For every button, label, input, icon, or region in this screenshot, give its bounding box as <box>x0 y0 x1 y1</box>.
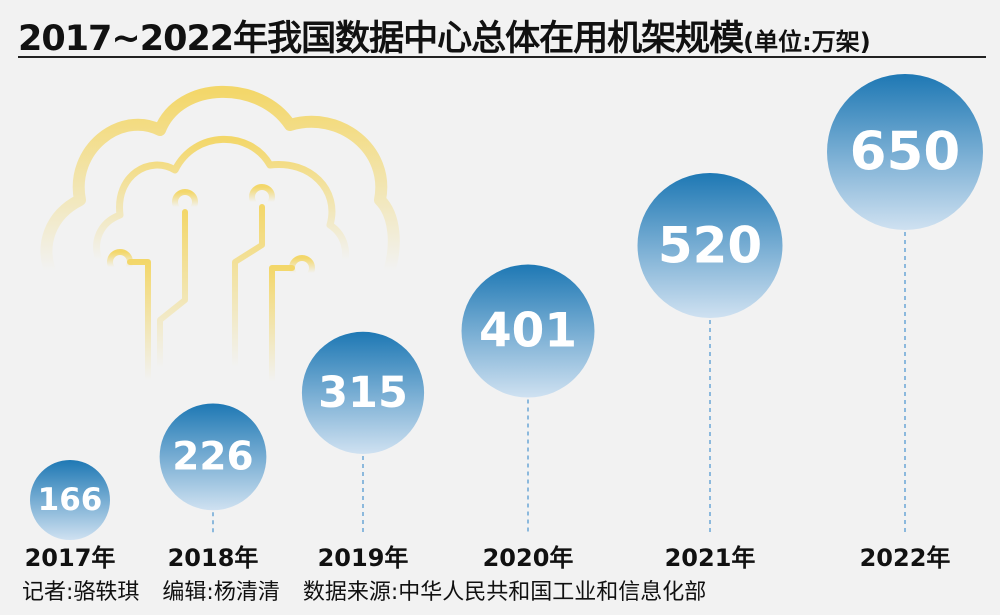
cloud-circuit-icon <box>40 85 400 423</box>
bubble-2022年 <box>827 74 983 230</box>
page-title: 2017~2022年我国数据中心总体在用机架规模(单位:万架) <box>18 19 871 59</box>
data-label: 401 <box>479 304 577 359</box>
data-label: 520 <box>658 216 762 274</box>
data-label: 315 <box>318 368 408 418</box>
year-labels: 2017年 2018年 2019年 2020年 2021年 2022年 <box>25 544 951 572</box>
category-label: 2020年 <box>483 544 574 572</box>
credits: 记者:骆轶琪 编辑:杨清清 数据来源:中华人民共和国工业和信息化部 <box>22 574 722 606</box>
reporter-credit: 记者:骆轶琪 <box>22 580 140 605</box>
bubbles: 166 226 315 401 520 650 <box>30 74 983 540</box>
data-label: 166 <box>38 482 103 518</box>
data-label: 650 <box>850 122 961 183</box>
source-credit: 数据来源:中华人民共和国工业和信息化部 <box>302 580 707 605</box>
category-label: 2019年 <box>318 544 409 572</box>
bubble-2020年 <box>461 264 595 398</box>
bubble-2017年 <box>30 460 110 540</box>
category-label: 2021年 <box>665 544 756 572</box>
data-label: 226 <box>172 434 253 479</box>
connector-lines <box>212 232 906 535</box>
editor-credit: 编辑:杨清清 <box>162 580 280 605</box>
bubble-2018年 <box>159 403 267 511</box>
title-divider <box>18 56 986 58</box>
bubble-2021年 <box>637 172 783 318</box>
category-label: 2017年 <box>25 544 116 572</box>
category-label: 2022年 <box>860 544 951 572</box>
category-label: 2018年 <box>168 544 259 572</box>
unit-note: (单位:万架) <box>743 28 871 56</box>
bubble-2019年 <box>301 331 425 454</box>
